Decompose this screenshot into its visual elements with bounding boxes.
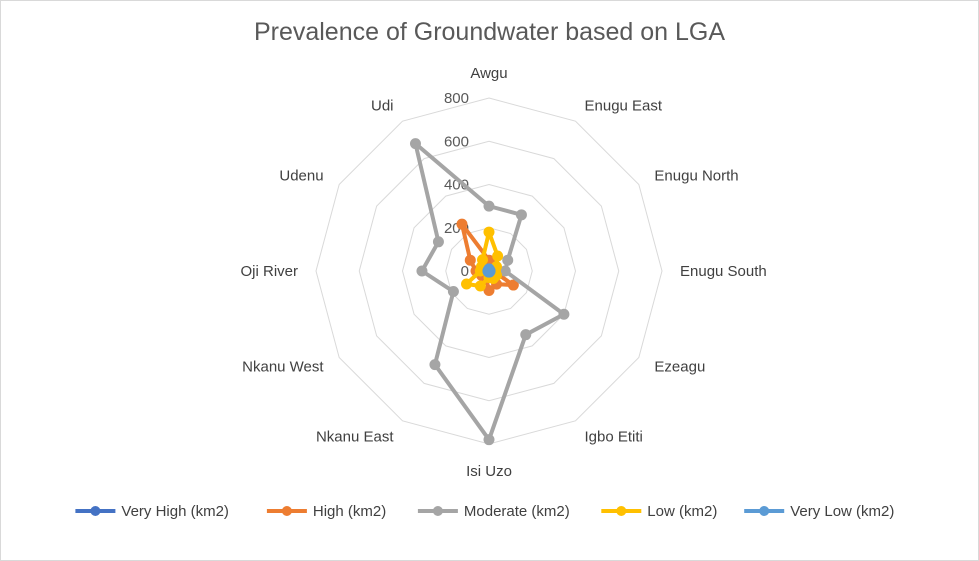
series-4-point-11	[482, 264, 494, 276]
series-2-point-10	[432, 236, 444, 248]
tick-label-600: 600	[444, 133, 469, 150]
tick-label-400: 400	[444, 177, 469, 194]
series-3-point-11	[477, 254, 489, 266]
category-label-isi-uzo: Isi Uzo	[466, 463, 512, 480]
grid-ring-400	[401, 183, 577, 359]
legend-label-4: Very Low (km2)	[790, 503, 894, 520]
category-label-enugu-east: Enugu East	[585, 98, 663, 115]
legend-label-1: High (km2)	[313, 503, 386, 520]
series-2-point-8	[447, 286, 459, 298]
chart-title: Prevalence of Groundwater based on LGA	[253, 18, 726, 46]
tick-label-0: 0	[461, 263, 469, 280]
category-labels: Awgu Enugu East Enugu North Enugu South Ezea…	[240, 65, 766, 480]
series-3-point-0	[483, 226, 495, 238]
legend-item-3: Low (km2)	[601, 503, 717, 520]
legend-swatch-marker-3	[616, 506, 627, 516]
grid-ring-600	[358, 140, 620, 402]
category-label-oji-river: Oji River	[240, 263, 298, 280]
category-label-enugu-north: Enugu North	[654, 168, 738, 185]
series-2-point-0	[483, 200, 495, 212]
category-label-nkanu-east: Nkanu East	[316, 428, 394, 445]
series-2-point-2	[502, 254, 514, 266]
series-4	[482, 263, 496, 278]
legend-item-0: Very High (km2)	[75, 503, 229, 520]
series-2-point-5	[520, 329, 532, 341]
legend-label-3: Low (km2)	[647, 503, 717, 520]
series-1-point-6	[483, 284, 495, 296]
series-1-point-11	[456, 218, 468, 230]
legend-swatch-marker-2	[432, 506, 443, 516]
series-layer	[409, 138, 570, 446]
category-label-udenu: Udenu	[279, 168, 323, 185]
tick-label-800: 800	[444, 90, 469, 107]
legend-item-1: High (km2)	[266, 503, 386, 520]
series-3-point-8	[461, 278, 473, 290]
category-label-udi: Udi	[371, 98, 394, 115]
legend-item-2: Moderate (km2)	[417, 503, 570, 520]
category-label-nkanu-west: Nkanu West	[242, 359, 324, 376]
series-2-point-9	[416, 265, 428, 277]
legend-swatch-marker-1	[281, 506, 292, 516]
legend-label-2: Moderate (km2)	[464, 503, 570, 520]
series-2-point-6	[483, 434, 495, 446]
legend-item-4: Very Low (km2)	[744, 503, 894, 520]
series-1-point-10	[464, 254, 476, 266]
legend-swatch-marker-4	[759, 506, 770, 516]
series-2-point-11	[409, 138, 421, 150]
series-3-point-7	[474, 280, 486, 292]
series-2-point-4	[558, 308, 570, 320]
series-3-point-1	[492, 250, 504, 262]
legend: Very High (km2) High (km2) Moderate (km2) L…	[75, 503, 894, 520]
legend-label-0: Very High (km2)	[121, 503, 229, 520]
category-label-enugu-south: Enugu South	[680, 263, 767, 280]
legend-swatch-marker-0	[90, 506, 101, 516]
category-label-ezeagu: Ezeagu	[654, 359, 705, 376]
series-2-point-1	[515, 209, 527, 221]
grid-ring-200	[445, 227, 533, 315]
series-2-point-7	[429, 359, 441, 371]
category-label-awgu: Awgu	[470, 65, 507, 82]
series-1-point-4	[507, 279, 519, 291]
series-2	[409, 138, 570, 446]
category-label-igbo-etiti: Igbo Etiti	[585, 428, 643, 445]
